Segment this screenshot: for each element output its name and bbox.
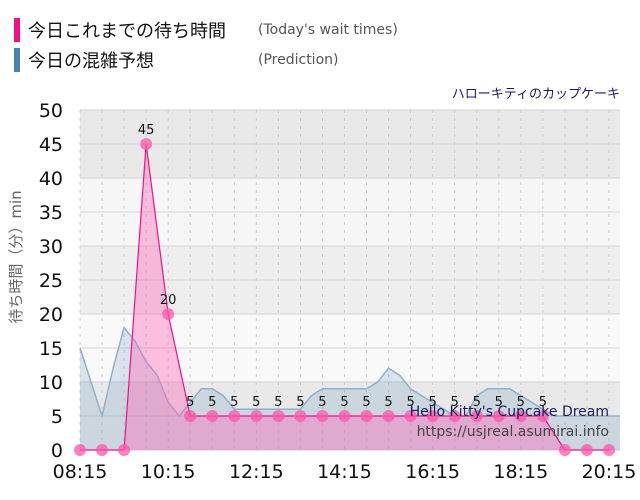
today-point <box>74 444 86 456</box>
legend-en-today: (Today's wait times) <box>258 22 398 38</box>
today-point <box>338 410 351 422</box>
x-tick-label: 16:15 <box>405 461 460 483</box>
data-label: 5 <box>340 395 348 410</box>
today-point <box>360 410 373 422</box>
legend-item-prediction: 今日の混雑予想 (Prediction) <box>14 47 338 73</box>
x-tick-label: 14:15 <box>317 461 372 483</box>
today-point <box>228 410 241 422</box>
x-tick-label: 08:15 <box>53 461 108 483</box>
y-axis-label: 待ち時間（分）min <box>7 190 25 323</box>
attraction-title-ja: ハローキティのカップケーキ <box>452 87 620 102</box>
data-label: 5 <box>473 395 481 410</box>
today-point <box>558 444 571 456</box>
prediction-line <box>79 325 620 419</box>
x-tick-label: 12:15 <box>229 461 284 483</box>
attraction-title-en: Hello Kitty's Cupcake Dream <box>410 404 609 420</box>
today-point <box>492 410 505 422</box>
data-label: 5 <box>517 395 525 410</box>
data-label: 5 <box>362 395 370 410</box>
data-label: 5 <box>429 395 437 410</box>
y-tick-label: 10 <box>39 372 63 394</box>
y-tick-label: 0 <box>51 440 63 462</box>
today-point <box>382 410 395 422</box>
today-point <box>272 410 285 422</box>
data-label: 5 <box>186 395 194 410</box>
grid-lines <box>79 109 620 451</box>
today-point <box>206 410 219 422</box>
data-label: 20 <box>160 293 177 308</box>
today-area <box>80 144 609 450</box>
today-point <box>514 410 527 422</box>
today-point <box>250 410 263 422</box>
today-point <box>470 410 483 422</box>
y-tick-label: 15 <box>39 338 63 360</box>
data-label: 5 <box>318 395 326 410</box>
data-label: 5 <box>384 395 392 410</box>
data-label: 5 <box>296 395 304 410</box>
today-point <box>602 444 615 456</box>
y-tick-label: 30 <box>39 236 63 258</box>
data-label: 45 <box>138 123 155 138</box>
y-tick-label: 50 <box>39 100 63 122</box>
attraction-url: https://usjreal.asumirai.info <box>417 424 609 440</box>
y-tick-label: 35 <box>39 202 63 224</box>
y-tick-label: 5 <box>51 406 63 428</box>
today-point <box>96 444 109 456</box>
legend-label-today: 今日これまでの待ち時間 <box>28 21 226 42</box>
y-tick-label: 45 <box>39 134 63 156</box>
today-point <box>448 410 461 422</box>
today-point <box>184 410 197 422</box>
axes: 0 5 10 15 20 25 30 35 40 45 50 08:15 10:15 12:15 14:15… <box>39 100 637 483</box>
data-label: 5 <box>451 395 459 410</box>
y-tick-label: 20 <box>39 304 63 326</box>
today-point <box>580 444 593 456</box>
legend-swatch-today <box>14 18 20 42</box>
legend-en-prediction: (Prediction) <box>258 52 339 68</box>
data-label: 5 <box>406 395 414 410</box>
today-point <box>536 410 549 422</box>
today-point <box>294 410 307 422</box>
series-layer <box>74 138 620 456</box>
data-label: 5 <box>539 395 547 410</box>
y-tick-label: 25 <box>39 270 63 292</box>
today-point <box>426 410 439 422</box>
data-label: 5 <box>208 395 216 410</box>
today-point <box>404 410 417 422</box>
x-tick-label: 20:15 <box>582 461 637 483</box>
today-point <box>316 410 329 422</box>
data-label: 5 <box>230 395 238 410</box>
today-point <box>162 308 175 320</box>
legend-label-prediction: 今日の混雑予想 <box>28 51 154 72</box>
today-point <box>118 444 131 456</box>
y-tick-label: 40 <box>39 168 63 190</box>
legend-swatch-prediction <box>14 48 20 72</box>
data-label: 5 <box>274 395 282 410</box>
data-label: 5 <box>495 395 503 410</box>
x-tick-label: 18:15 <box>493 461 548 483</box>
today-point <box>140 138 153 150</box>
data-label: 5 <box>252 395 260 410</box>
legend-item-today: 今日これまでの待ち時間 (Today's wait times) <box>14 17 398 43</box>
x-tick-label: 10:15 <box>141 461 196 483</box>
